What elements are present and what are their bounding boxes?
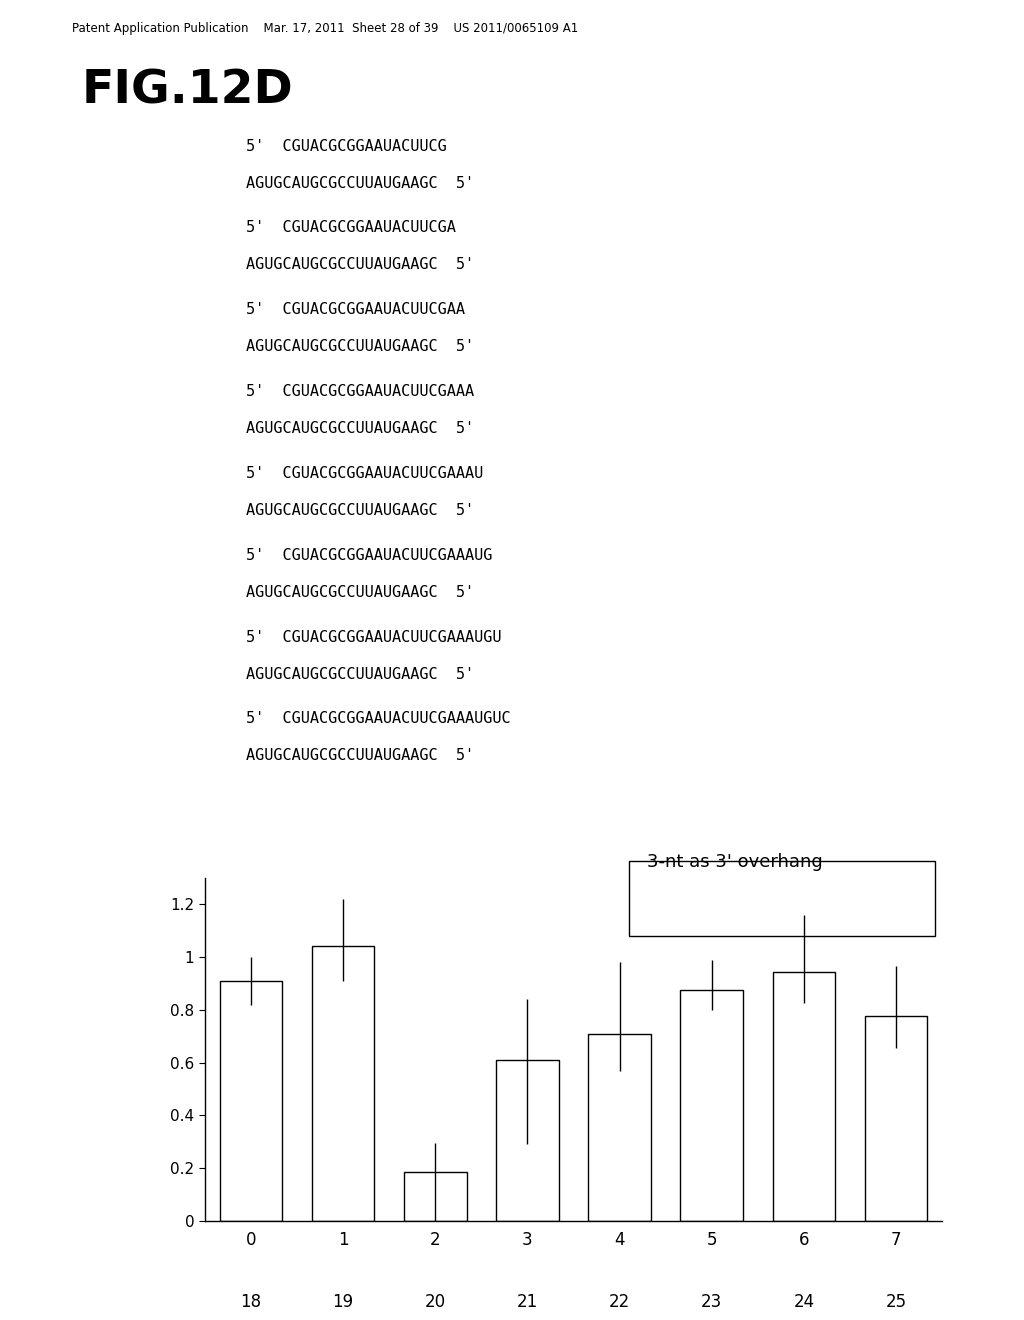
Text: FIG.12D: FIG.12D: [82, 69, 294, 114]
Text: AGUGCAUGCGCCUUAUGAAGC  5': AGUGCAUGCGCCUUAUGAAGC 5': [246, 503, 474, 517]
Text: AGUGCAUGCGCCUUAUGAAGC  5': AGUGCAUGCGCCUUAUGAAGC 5': [246, 748, 474, 763]
Text: AGUGCAUGCGCCUUAUGAAGC  5': AGUGCAUGCGCCUUAUGAAGC 5': [246, 339, 474, 354]
Text: 5'  CGUACGCGGAAUACUUCGAAA: 5' CGUACGCGGAAUACUUCGAAA: [246, 384, 474, 399]
Text: AGUGCAUGCGCCUUAUGAAGC  5': AGUGCAUGCGCCUUAUGAAGC 5': [246, 421, 474, 436]
Text: Patent Application Publication    Mar. 17, 2011  Sheet 28 of 39    US 2011/00651: Patent Application Publication Mar. 17, …: [72, 22, 578, 36]
Text: 24: 24: [794, 1294, 814, 1311]
Text: 22: 22: [609, 1294, 630, 1311]
Bar: [219, 981, 283, 1221]
Text: 18: 18: [241, 1294, 261, 1311]
Text: AGUGCAUGCGCCUUAUGAAGC  5': AGUGCAUGCGCCUUAUGAAGC 5': [246, 176, 474, 190]
Text: 5'  CGUACGCGGAAUACUUCGA: 5' CGUACGCGGAAUACUUCGA: [246, 220, 456, 235]
Text: 23: 23: [701, 1294, 722, 1311]
Text: 5'  CGUACGCGGAAUACUUCGAA: 5' CGUACGCGGAAUACUUCGAA: [246, 302, 465, 317]
Bar: [311, 946, 375, 1221]
Bar: [588, 1034, 651, 1221]
Text: 19: 19: [333, 1294, 353, 1311]
Text: 3-nt as 3' overhang: 3-nt as 3' overhang: [647, 853, 823, 871]
Text: 5'  CGUACGCGGAAUACUUCGAAAUG: 5' CGUACGCGGAAUACUUCGAAAUG: [246, 548, 493, 562]
Bar: [864, 1016, 928, 1221]
Bar: [772, 972, 836, 1221]
Text: AGUGCAUGCGCCUUAUGAAGC  5': AGUGCAUGCGCCUUAUGAAGC 5': [246, 585, 474, 599]
Text: 5'  CGUACGCGGAAUACUUCGAAAUGU: 5' CGUACGCGGAAUACUUCGAAAUGU: [246, 630, 502, 644]
Text: AGUGCAUGCGCCUUAUGAAGC  5': AGUGCAUGCGCCUUAUGAAGC 5': [246, 257, 474, 272]
Text: 5'  CGUACGCGGAAUACUUCG: 5' CGUACGCGGAAUACUUCG: [246, 139, 446, 153]
Text: 20: 20: [425, 1294, 445, 1311]
Text: 25: 25: [886, 1294, 906, 1311]
Bar: [680, 990, 743, 1221]
Bar: [496, 1060, 559, 1221]
Bar: [403, 1172, 467, 1221]
Text: 21: 21: [517, 1294, 538, 1311]
Text: AGUGCAUGCGCCUUAUGAAGC  5': AGUGCAUGCGCCUUAUGAAGC 5': [246, 667, 474, 681]
Text: 5'  CGUACGCGGAAUACUUCGAAAUGUC: 5' CGUACGCGGAAUACUUCGAAAUGUC: [246, 711, 510, 726]
Text: 5'  CGUACGCGGAAUACUUCGAAAU: 5' CGUACGCGGAAUACUUCGAAAU: [246, 466, 483, 480]
